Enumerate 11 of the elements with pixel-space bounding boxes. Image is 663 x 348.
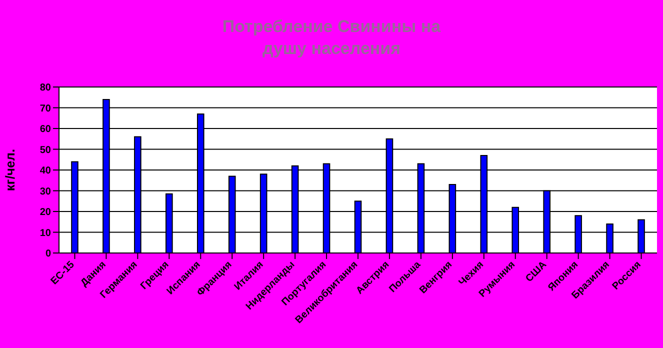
y-tick-label: 70: [40, 103, 52, 114]
y-tick-label: 0: [45, 248, 52, 260]
chart-title: Потребление Свинины на душу населения: [221, 16, 442, 60]
y-tick-label: 20: [40, 207, 52, 218]
y-tick-label: 30: [40, 186, 52, 198]
y-axis-title: кг/чел.: [2, 148, 18, 192]
y-tick-label: 80: [40, 82, 52, 94]
y-tick-label: 40: [40, 166, 52, 177]
y-tick-label: 10: [40, 228, 52, 239]
y-tick-label: 60: [40, 124, 52, 136]
y-tick-label: 50: [40, 144, 52, 156]
